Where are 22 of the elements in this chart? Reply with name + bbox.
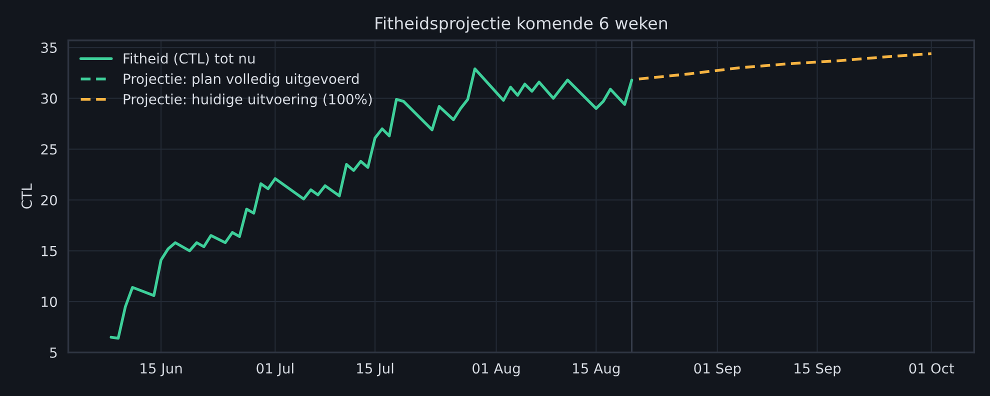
y-tick-label: 30 [41, 93, 57, 104]
x-tick-label: 15 Jul [357, 362, 394, 376]
x-tick-label: 15 Jun [140, 363, 182, 376]
y-tick-label: 10 [42, 296, 57, 308]
chart-title: Fitheidsprojectie komende 6 weken [376, 16, 667, 33]
line-series [110, 67, 634, 340]
x-tick-label: 01 Sep [694, 363, 741, 376]
y-tick-label: 35 [41, 42, 57, 53]
y-tick-label: 15 [42, 246, 57, 256]
x-tick-label: 15 Sep [794, 363, 841, 376]
x-tick-label: 01 Jul [256, 362, 294, 376]
y-tick-label: 25 [41, 144, 57, 155]
x-tick-label: 01 Aug [472, 363, 520, 376]
line-series [638, 52, 933, 80]
legend-label: Projectie: plan volledig uitgevoerd [124, 73, 359, 87]
x-tick-label: 01 Oct [909, 363, 954, 374]
x-tick-label: 15 Aug [573, 363, 620, 376]
y-axis-title: CTL [21, 184, 32, 209]
y-tick-label: 5 [50, 348, 57, 358]
legend-label: Fitheid (CTL) tot nu [124, 52, 255, 66]
y-tick-label: 20 [41, 194, 57, 206]
legend-label: Projectie: huidige uitvoering (100%) [124, 94, 372, 108]
